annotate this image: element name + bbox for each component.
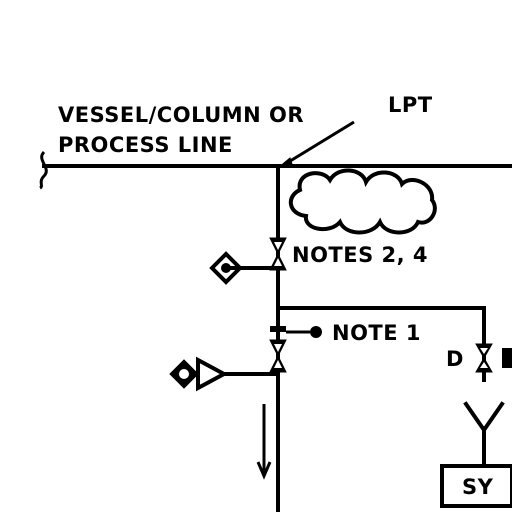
lpt-leader-arrow — [277, 157, 293, 169]
note-1-bullet — [310, 326, 322, 338]
process-line-label-1: VESSEL/COLUMN OR — [58, 103, 304, 127]
process-line-label-2: PROCESS LINE — [58, 133, 233, 157]
sy-fork-icon — [463, 401, 505, 434]
gate-valve-drain[interactable] — [475, 343, 493, 373]
triangle-icon[interactable] — [196, 356, 229, 392]
flow-arrow-head — [256, 461, 272, 480]
note-1-label: NOTE 1 — [332, 321, 421, 345]
diamond-gear-icon[interactable] — [169, 359, 199, 389]
gate-valve-lower[interactable] — [269, 339, 287, 373]
drain-label: D — [446, 347, 464, 371]
sy-label: SY — [462, 475, 494, 499]
notes-2-4-label: NOTES 2, 4 — [292, 243, 428, 267]
orifice-marker — [270, 326, 286, 332]
lpt-label: LPT — [388, 93, 433, 117]
break-symbol — [39, 150, 48, 190]
gate-valve-upper[interactable] — [269, 237, 287, 271]
sy-box[interactable] — [440, 464, 512, 508]
diamond-instrument-icon[interactable] — [209, 251, 243, 285]
lpt-leader — [281, 120, 355, 168]
revision-cloud — [289, 168, 437, 235]
clipped-note-fragment — [502, 348, 512, 368]
